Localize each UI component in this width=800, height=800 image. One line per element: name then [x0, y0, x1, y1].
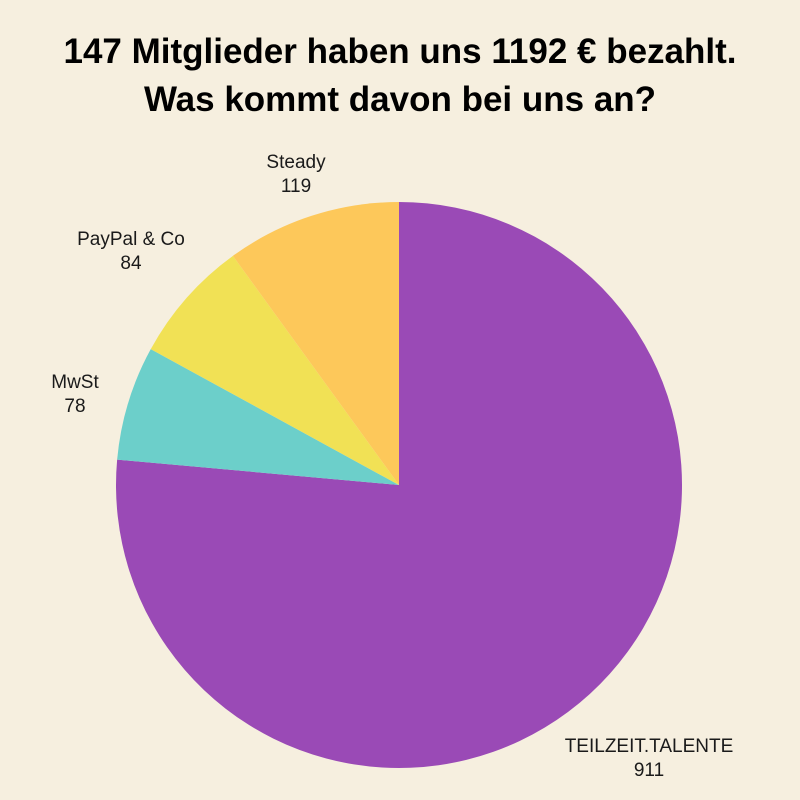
slice-label-name: MwSt [51, 372, 99, 393]
slice-label: TEILZEIT.TALENTE 911 [565, 736, 734, 781]
chart-title-line-2: Was kommt davon bei uns an? [143, 80, 657, 119]
pie-slices [116, 202, 683, 768]
pie-labels: TEILZEIT.TALENTE 911 MwSt 78 PayPal & Co 84 St… [51, 152, 733, 781]
slice-label: PayPal & Co 84 [77, 229, 185, 274]
slice-label-value: 911 [634, 760, 664, 781]
slice-label-value: 78 [64, 396, 85, 417]
slice-label-value: 119 [281, 176, 311, 197]
slice-label-value: 84 [120, 253, 142, 274]
chart-title-line-1: 147 Mitglieder haben uns 1192 € bezahlt. [63, 32, 737, 71]
slice-label: MwSt 78 [51, 372, 99, 417]
slice-label: Steady 119 [266, 152, 326, 197]
slice-label-name: PayPal & Co [77, 229, 185, 250]
slice-label-name: Steady [266, 152, 326, 173]
pie-slice-mwst [117, 349, 399, 485]
pie-slice-teilzeit-talente [116, 202, 683, 768]
pie-slice-paypal-co [150, 255, 399, 485]
pie-slice-steady [232, 202, 399, 485]
chart-title: 147 Mitglieder haben uns 1192 € bezahlt.… [0, 28, 800, 124]
slice-label-name: TEILZEIT.TALENTE [565, 736, 734, 757]
